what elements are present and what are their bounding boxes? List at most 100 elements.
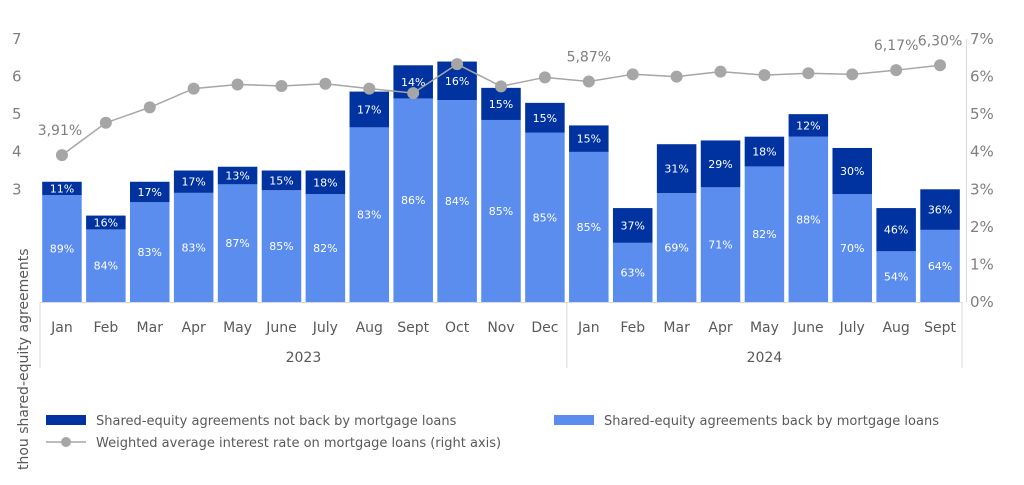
x-tick-label: Sept	[397, 320, 429, 336]
bar-backed	[305, 194, 346, 302]
data-label-not-backed: 17%	[181, 176, 205, 189]
data-label-backed: 71%	[708, 239, 732, 252]
data-label-not-backed: 18%	[313, 176, 337, 189]
x-tick-label: Oct	[445, 320, 470, 336]
legend: Shared-equity agreements not back by mor…	[46, 414, 939, 451]
rate-data-label: 5,87%	[567, 49, 611, 65]
x-tick-label: Apr	[708, 320, 732, 336]
data-label-backed: 88%	[796, 213, 820, 226]
bar-not-backed	[173, 170, 214, 193]
data-label-backed: 83%	[138, 246, 162, 259]
legend-label-not-backed: Shared-equity agreements not back by mor…	[96, 414, 457, 429]
data-label-backed: 83%	[357, 209, 381, 222]
data-label-backed: 86%	[401, 194, 425, 207]
rate-point	[538, 71, 551, 84]
bar-backed	[86, 229, 126, 302]
data-label-backed: 70%	[840, 242, 864, 255]
bar-backed	[920, 229, 960, 302]
bar-backed	[261, 190, 302, 302]
year-label: 2024	[747, 350, 783, 366]
data-label-not-backed: 30%	[840, 165, 864, 178]
y-left-tick-label: 6	[12, 68, 22, 86]
data-label-not-backed: 15%	[489, 98, 513, 111]
legend-swatch-backed	[554, 415, 594, 425]
bar-backed	[656, 193, 697, 302]
x-tick-label: Aug	[356, 320, 383, 336]
data-label-not-backed: 14%	[401, 76, 425, 89]
data-label-not-backed: 29%	[708, 158, 732, 171]
bar-not-backed	[700, 140, 741, 188]
data-label-backed: 64%	[928, 260, 952, 273]
legend-marker-rate	[61, 437, 71, 447]
bar-backed	[42, 194, 82, 302]
rate-line: 3,91% 5,87% 6,17% 6,30%	[38, 33, 962, 162]
rate-point	[934, 59, 947, 72]
bar-backed	[525, 132, 565, 302]
x-tick-label: Mar	[137, 320, 164, 336]
bar-not-backed	[305, 170, 346, 195]
rate-point	[187, 82, 200, 95]
data-label-backed: 85%	[489, 205, 513, 218]
legend-swatch-not-backed	[46, 415, 86, 425]
x-tick-label: Feb	[620, 320, 645, 336]
bar-not-backed	[744, 136, 785, 167]
data-label-backed: 84%	[94, 260, 118, 273]
data-label-backed: 89%	[50, 242, 74, 255]
x-tick-label: Jan	[577, 320, 600, 336]
bar-backed	[173, 192, 214, 302]
x-tick-label: Mar	[663, 320, 690, 336]
bar-backed	[876, 251, 916, 302]
legend-label-rate: Weighted average interest rate on mortga…	[96, 436, 501, 451]
bar-backed	[569, 151, 609, 302]
y-right-tick-label: 6%	[970, 68, 994, 86]
bar-backed	[744, 166, 785, 302]
bar-backed	[832, 194, 872, 302]
axes: Jan Feb Mar Apr May June July Aug Sept Oct Nov Dec J…	[12, 30, 994, 368]
data-label-not-backed: 17%	[357, 103, 381, 116]
data-label-not-backed: 16%	[94, 216, 118, 229]
data-label-not-backed: 16%	[445, 75, 469, 88]
bar-backed	[612, 242, 653, 302]
rate-point	[231, 78, 244, 91]
rate-point	[319, 77, 332, 90]
y-axis-label: thou shared-equity agreements	[16, 248, 32, 470]
bar-backed	[437, 100, 477, 303]
x-tick-label: Apr	[182, 320, 206, 336]
x-tick-label: Sept	[924, 320, 956, 336]
data-label-backed: 85%	[533, 211, 557, 224]
x-tick-label: July	[839, 320, 865, 336]
x-tick-label: July	[312, 320, 338, 336]
rate-point	[758, 69, 771, 82]
rate-point	[495, 80, 507, 93]
rate-data-label: 6,30%	[918, 33, 962, 49]
data-label-not-backed: 13%	[225, 170, 249, 183]
data-label-backed: 83%	[181, 241, 205, 254]
bar-backed	[700, 187, 741, 302]
rate-data-label: 3,91%	[38, 123, 82, 139]
rate-point	[846, 68, 859, 81]
data-label-backed: 63%	[620, 266, 644, 279]
data-label-backed: 87%	[225, 237, 249, 250]
y-left-tick-label: 7	[12, 30, 22, 48]
x-tick-label: Jan	[50, 320, 73, 336]
bar-not-backed	[876, 208, 916, 252]
data-label-not-backed: 37%	[620, 219, 644, 232]
x-tick-label: May	[750, 320, 779, 336]
legend-label-backed: Shared-equity agreements back by mortgag…	[604, 414, 939, 429]
y-right-tick-label: 2%	[970, 218, 994, 236]
data-label-not-backed: 11%	[50, 182, 74, 195]
y-left-tick-label: 3	[12, 180, 22, 198]
data-label-not-backed: 15%	[269, 174, 293, 187]
bars: 11% 89% 16% 84% 17% 83% 17% 83% 13% 87% 15% 85% 18% 8…	[42, 61, 960, 303]
bar-not-backed	[130, 181, 170, 203]
rate-point	[890, 64, 903, 77]
bar-not-backed	[217, 166, 258, 185]
rate-point	[99, 116, 112, 129]
bar-backed	[788, 136, 829, 302]
rate-point	[363, 82, 376, 95]
y-left-tick-label: 5	[12, 105, 22, 123]
rate-point	[582, 75, 595, 88]
data-label-backed: 82%	[313, 242, 337, 255]
